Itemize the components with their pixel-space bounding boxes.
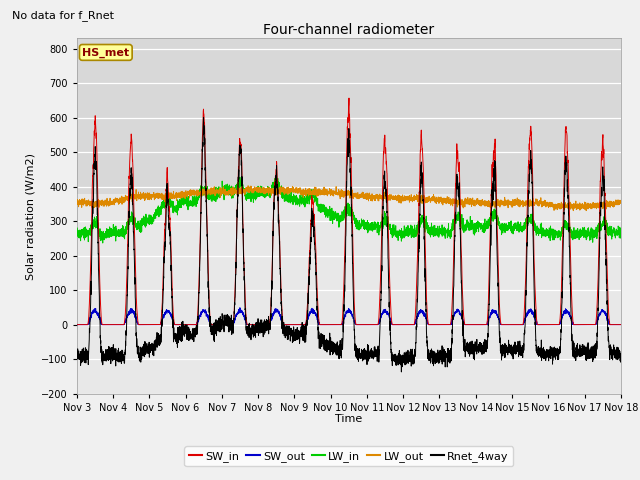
Bar (77, 38, 621, 193)
Title: Four-channel radiometer: Four-channel radiometer (263, 23, 435, 37)
Text: No data for f_Rnet: No data for f_Rnet (12, 10, 113, 21)
X-axis label: Time: Time (335, 414, 362, 424)
Y-axis label: Solar radiation (W/m2): Solar radiation (W/m2) (26, 153, 36, 279)
Text: HS_met: HS_met (82, 47, 129, 58)
Legend: SW_in, SW_out, LW_in, LW_out, Rnet_4way: SW_in, SW_out, LW_in, LW_out, Rnet_4way (184, 446, 513, 466)
